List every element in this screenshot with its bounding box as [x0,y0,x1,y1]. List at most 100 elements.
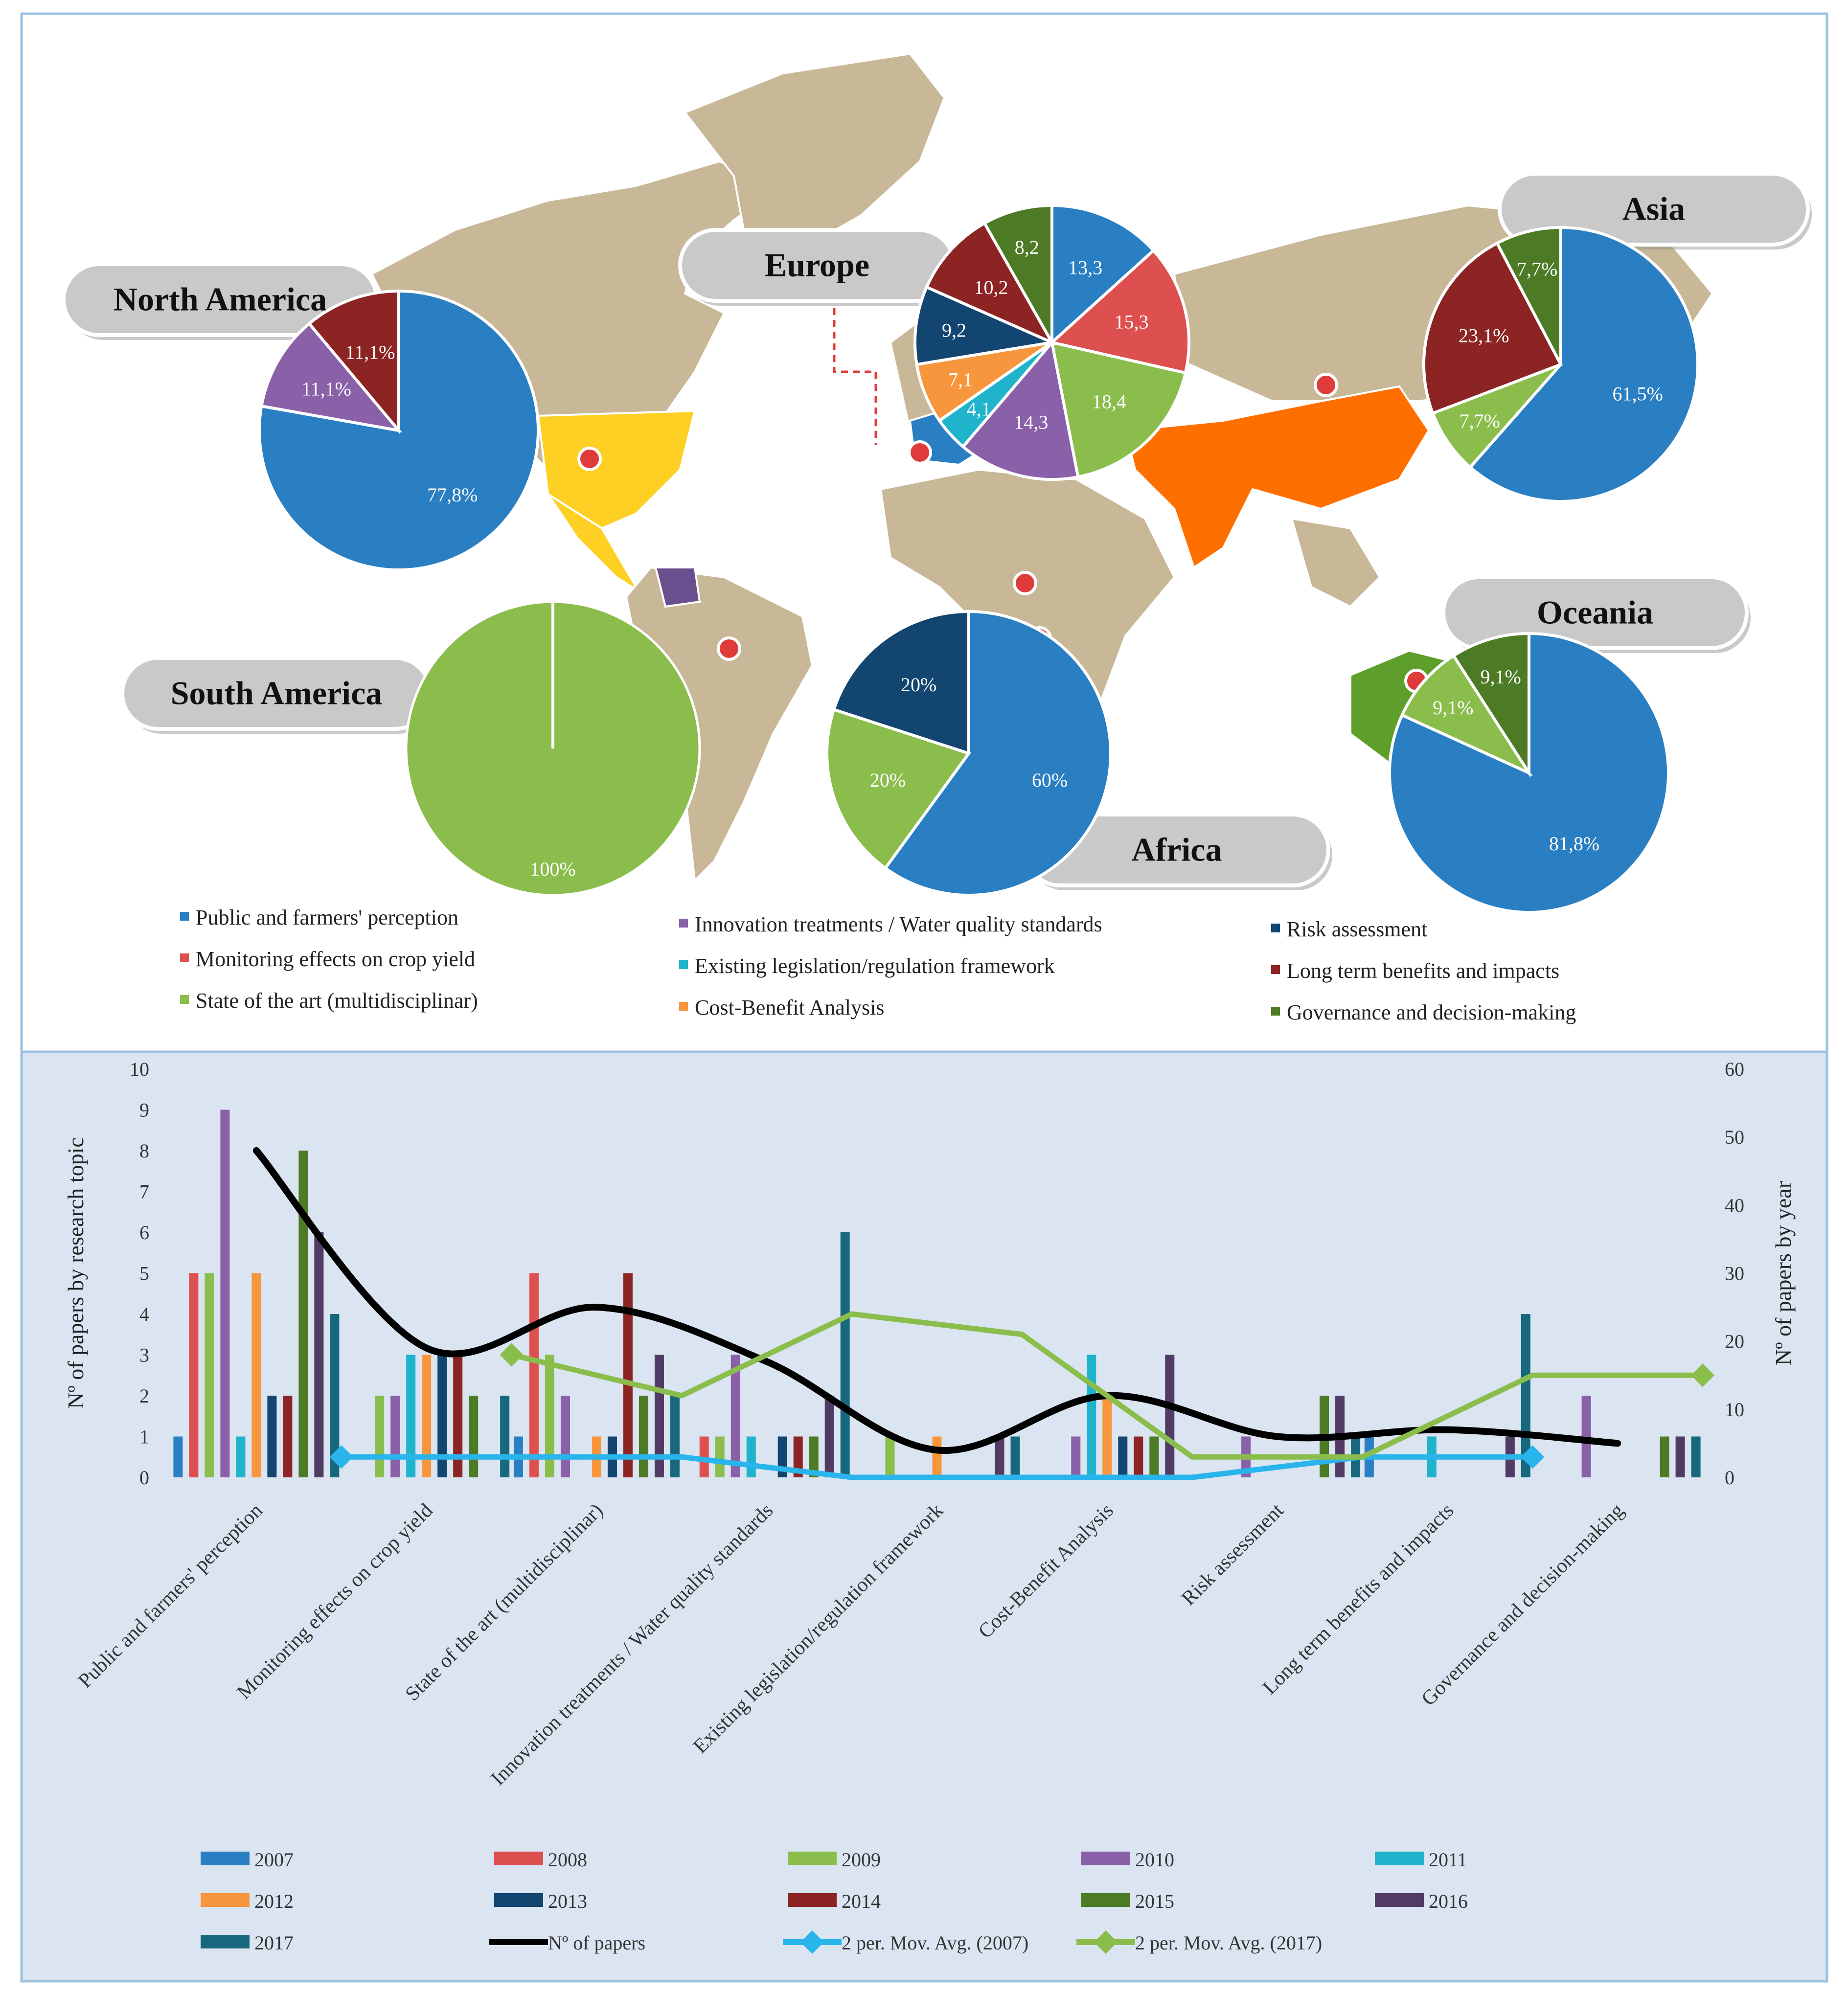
chart-legend-item: 2014 [788,1890,881,1912]
topic-legend-label: Risk assessment [1287,917,1427,941]
marker-spain [908,440,932,465]
y-tick-label: 0 [139,1467,149,1489]
chart-legend-swatch [494,1852,543,1865]
marker-usa [577,447,602,471]
region-label-box [1441,575,1749,650]
pie-slice-label: 61,5% [1612,383,1663,405]
bar-2016 [824,1396,834,1477]
region-label-africa: Africa [1023,813,1332,890]
chart-legend-item: 2013 [494,1890,587,1912]
chart-legend-item: 2 per. Mov. Avg. (2017) [1076,1930,1322,1954]
topic-legend-label: State of the art (multidisciplinar) [196,989,478,1013]
chart-legend-item: 2015 [1081,1890,1174,1912]
bar-2013 [437,1355,447,1477]
bar-2014 [623,1273,633,1477]
pie-slice-label: 7,7% [1517,258,1557,280]
y-tick-label: 5 [139,1263,149,1285]
chart-legend-label: 2016 [1429,1890,1468,1912]
chart-legend-swatch [1375,1893,1424,1907]
chart-legend-item: 2011 [1375,1849,1467,1871]
topic-legend-item: Existing legislation/regulation framewor… [679,954,1055,978]
topic-legend-swatch [679,960,688,969]
y2-tick-label: 20 [1725,1331,1744,1353]
europe-connector [833,308,877,445]
bar-2009 [205,1273,214,1477]
bar-2012 [251,1273,261,1477]
bar-2016 [1165,1355,1175,1477]
bar-2015 [469,1396,479,1477]
pie-south-america: 100% [405,600,701,897]
bar-2015 [1660,1436,1669,1477]
bar-2016 [314,1232,324,1477]
pie-slice-label: 8,2 [1015,236,1039,258]
bar-2012 [422,1355,432,1477]
topic-legend-swatch [180,953,189,962]
bar-2010 [1071,1436,1081,1477]
pie-slice-label: 9,2 [942,319,966,341]
topic-legend-item: Governance and decision-making [1271,1000,1576,1024]
chart-legend-swatch [1375,1852,1424,1865]
pie-slice [825,707,971,870]
topic-legend-item: Public and farmers' perception [180,905,458,929]
bar-2010 [730,1355,740,1477]
topic-legend-item: Innovation treatments / Water quality st… [679,912,1102,936]
map-southeast-asia [1290,517,1381,608]
region-label-text: Africa [1131,831,1222,868]
y2-tick-label: 0 [1725,1467,1734,1489]
bar-2008 [529,1273,539,1477]
pie-slice [1050,340,1187,479]
topic-legend-label: Public and farmers' perception [196,905,458,929]
pie-slice-label: 20% [901,674,936,696]
bar-2014 [453,1355,463,1477]
bar-2007 [173,1436,183,1477]
pie-slice-label: 13,3 [1068,256,1102,278]
topic-legend: Public and farmers' perception Monitoring… [180,905,1576,1024]
chart-legend-item: 2007 [201,1849,294,1871]
pie-slice [1495,226,1562,365]
topic-legend-swatch [180,912,189,921]
y-tick-label: 3 [139,1344,149,1366]
bar-2010 [390,1396,400,1477]
chart-legend-swatch [788,1893,837,1907]
chart-panel [20,1050,1828,1983]
pie-slice-label: 4,1 [967,398,991,420]
y-tick-label: 2 [139,1385,149,1407]
pie-slice-label: 7,1 [948,369,973,391]
region-labels: North America Europe Asia South America Afri… [62,172,1812,890]
pie-slice [913,285,1057,366]
chart-legend-label: 2012 [254,1890,294,1912]
pie-slice [307,289,400,435]
region-label-text: Europe [765,247,869,284]
pie-slice-label: 23,1% [1459,325,1509,347]
chart-legend-item: 2 per. Mov. Avg. (2007) [783,1930,1028,1954]
bar-2015 [809,1436,819,1477]
pie-north-america: 77,8% 11,1% 11,1% [258,289,540,571]
chart-legend-label: 2013 [548,1890,587,1912]
line-n-of-papers [252,1147,1621,1454]
pie-slice [1049,248,1190,375]
topic-legend-swatch [1271,924,1280,932]
topic-legend-item: Monitoring effects on crop yield [180,947,475,971]
chart-legend-item: 2008 [494,1849,587,1871]
bar-2014 [283,1396,293,1477]
pie-slice [961,339,1080,481]
region-label-north-america: North America [62,262,381,340]
topic-legend-item: State of the art (multidisciplinar) [180,989,478,1013]
chart-legend-item: 2016 [1375,1890,1468,1912]
region-label-asia: Asia [1498,172,1812,249]
bar-2010 [220,1109,230,1477]
chart-legend-marker [800,1930,824,1954]
topic-legend-label: Existing legislation/regulation framewor… [695,954,1055,978]
bar-2013 [267,1396,277,1477]
bar-2017 [500,1396,510,1477]
pie-europe: 13,3 15,3 18,4 14,3 4,1 7,1 9,2 10,2 8,2 [913,204,1190,481]
pie-slice [259,321,403,433]
bar-2011 [236,1436,246,1477]
pie-slice [1468,226,1699,503]
bar-2011 [1087,1355,1096,1477]
bar-2015 [639,1396,648,1477]
pie-slice-label: 20% [870,769,906,791]
line-2-per-mov-avg-2007 [341,1454,1533,1480]
bar-2017 [1691,1436,1701,1477]
bar-2008 [189,1273,199,1477]
